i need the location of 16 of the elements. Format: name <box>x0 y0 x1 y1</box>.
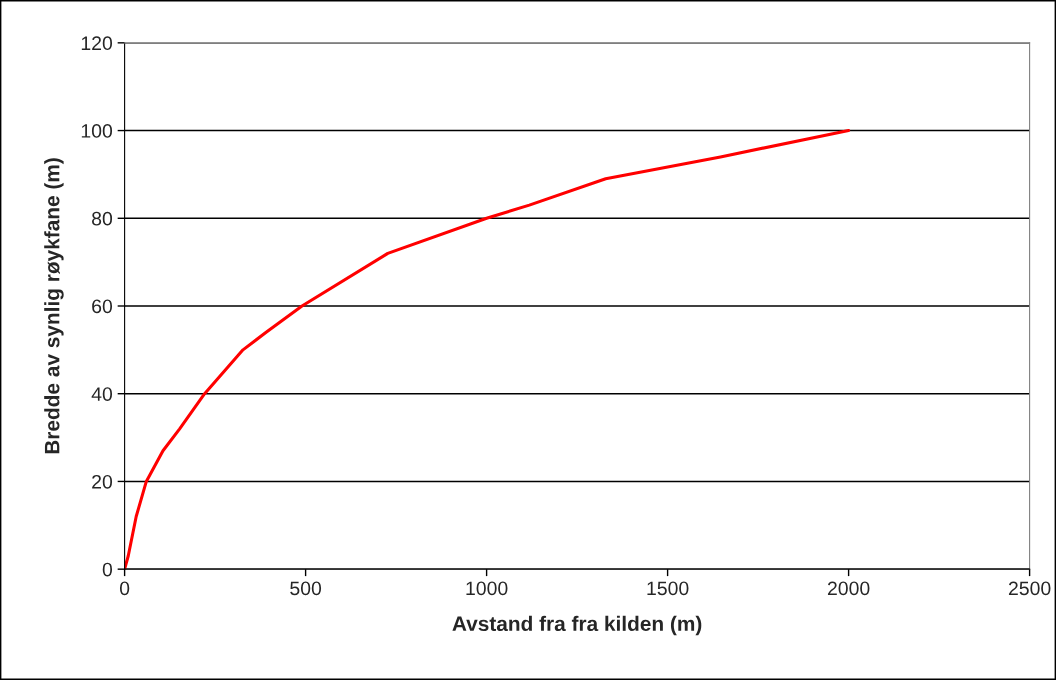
x-tick-label: 2000 <box>827 581 870 596</box>
line-series <box>124 129 851 570</box>
x-axis-title: Avstand fra fra kilden (m) <box>452 615 702 636</box>
y-tick-label: 0 <box>102 562 113 577</box>
x-tick-label: 1000 <box>466 581 508 596</box>
x-tick-label: 0 <box>119 581 130 596</box>
x-tick-label: 2500 <box>1008 581 1051 596</box>
x-tick-label: 1500 <box>647 581 689 596</box>
y-axis-title: Bredde av synlig røykfane (m) <box>44 158 64 454</box>
y-tick-label: 40 <box>91 387 113 401</box>
y-tick-label: 60 <box>92 299 113 314</box>
y-tick-label: 120 <box>81 36 113 51</box>
y-tick-label: 100 <box>81 124 113 138</box>
y-tick-label: 20 <box>92 474 113 489</box>
y-tick-label: 80 <box>92 211 113 226</box>
x-tick-label: 500 <box>290 581 322 596</box>
